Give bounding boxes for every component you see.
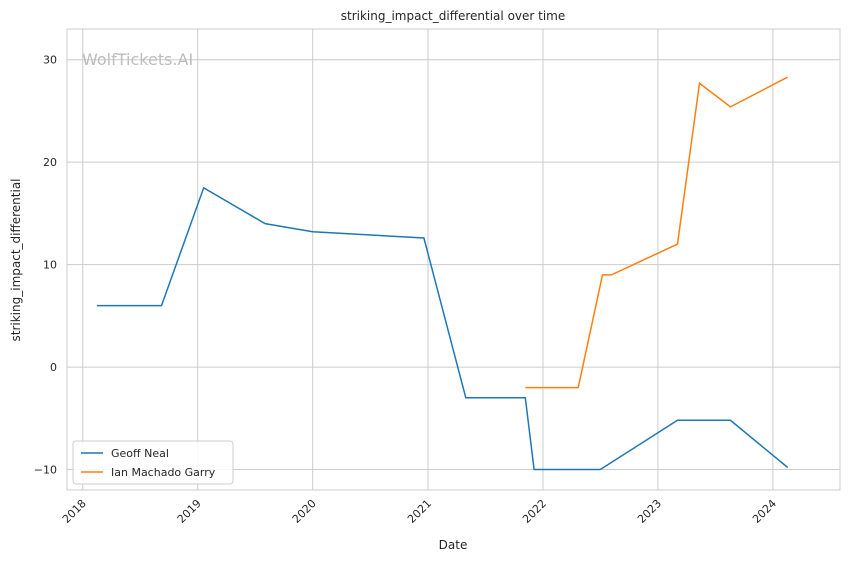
- y-tick-label: 20: [43, 156, 57, 169]
- y-tick-label: 10: [43, 259, 57, 272]
- y-tick-labels: −10 0 10 20 30: [34, 54, 57, 477]
- series-layer: [96, 76, 789, 471]
- legend-label: Ian Machado Garry: [111, 466, 216, 479]
- legend-label: Geoff Neal: [111, 447, 169, 460]
- y-tick-label: 30: [43, 54, 57, 67]
- x-axis-label: Date: [439, 538, 468, 552]
- y-axis-label: striking_impact_differential: [9, 178, 23, 341]
- watermark-text: WolfTickets.AI: [82, 50, 193, 69]
- series-line: [96, 186, 789, 471]
- legend-box: [72, 440, 234, 485]
- legend: Geoff Neal Ian Machado Garry: [72, 440, 234, 485]
- plot-frame: [66, 28, 841, 491]
- y-tick-label: −10: [34, 464, 57, 477]
- chart-title: striking_impact_differential over time: [341, 9, 566, 23]
- series-line: [525, 76, 789, 389]
- y-tick-label: 0: [50, 361, 57, 374]
